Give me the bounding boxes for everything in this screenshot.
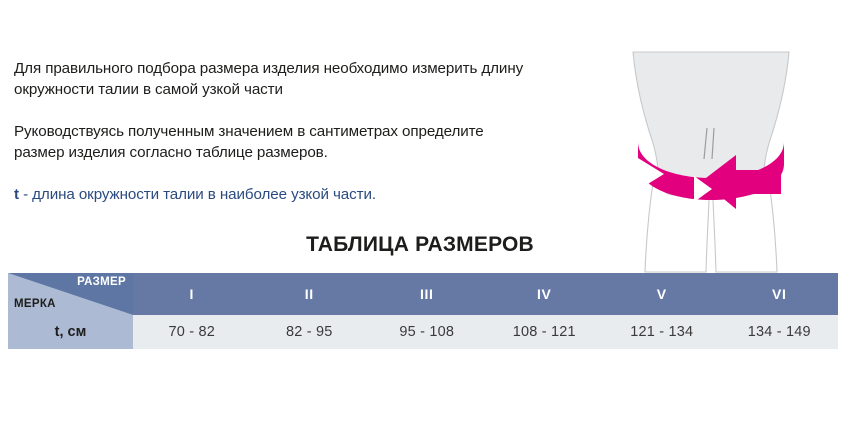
column-header-1: I: [133, 273, 251, 315]
instructions-block: Для правильного подбора размера изделия …: [14, 58, 534, 205]
torso-shape: [632, 51, 790, 196]
legend-key: t: [14, 186, 19, 203]
size-table-head: РАЗМЕР МЕРКА I II III IV V VI: [8, 273, 838, 315]
column-header-5: V: [603, 273, 721, 315]
column-header-3: III: [368, 273, 486, 315]
column-header-2: II: [250, 273, 368, 315]
instruction-paragraph-2: Руководствуясь полученным значением в са…: [14, 123, 484, 161]
cell-waist-size-6: 134 - 149: [720, 315, 838, 349]
size-table-body: t, см 70 - 82 82 - 95 95 - 108 108 - 121…: [8, 315, 838, 349]
column-header-4: IV: [485, 273, 603, 315]
corner-measure-label: МЕРКА: [14, 298, 56, 310]
size-table-header-row: РАЗМЕР МЕРКА I II III IV V VI: [8, 273, 838, 315]
waist-measurement-illustration: t: [576, 24, 846, 274]
tape-arrow-head: [702, 155, 781, 209]
table-corner-cell: РАЗМЕР МЕРКА: [8, 273, 133, 315]
cell-waist-size-3: 95 - 108: [368, 315, 486, 349]
spine-line-right: [711, 127, 715, 160]
cell-waist-size-5: 121 - 134: [603, 315, 721, 349]
row-label-waist: t, см: [8, 315, 133, 349]
corner-size-label: РАЗМЕР: [77, 276, 126, 288]
tape-tail-notch: [638, 158, 664, 190]
table-row: t, см 70 - 82 82 - 95 95 - 108 108 - 121…: [8, 315, 838, 349]
corner-diagonal-divider: [8, 273, 133, 315]
spine-line-left: [703, 127, 708, 160]
column-header-6: VI: [720, 273, 838, 315]
cell-waist-size-1: 70 - 82: [133, 315, 251, 349]
size-table: РАЗМЕР МЕРКА I II III IV V VI t, см 70 -…: [8, 273, 838, 349]
cell-waist-size-4: 108 - 121: [485, 315, 603, 349]
tape-mid-notch: [694, 176, 712, 202]
legend-line: t - длина окружности талии в наиболее уз…: [14, 184, 534, 205]
size-table-title: ТАБЛИЦА РАЗМЕРОВ: [306, 233, 534, 256]
legend-description: - длина окружности талии в наиболее узко…: [18, 186, 377, 203]
instruction-paragraph-1: Для правильного подбора размера изделия …: [14, 60, 524, 98]
cell-waist-size-2: 82 - 95: [250, 315, 368, 349]
